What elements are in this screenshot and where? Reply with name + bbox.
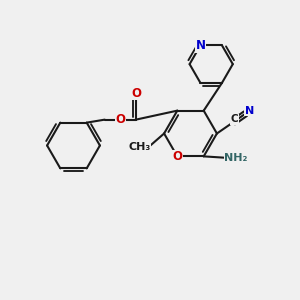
Text: N: N — [245, 106, 254, 116]
Text: N: N — [195, 39, 206, 52]
Text: C: C — [230, 114, 238, 124]
Text: O: O — [172, 151, 182, 164]
Text: O: O — [115, 113, 125, 126]
Text: CH₃: CH₃ — [128, 142, 150, 152]
Text: O: O — [131, 87, 141, 100]
Text: NH₂: NH₂ — [224, 153, 248, 163]
